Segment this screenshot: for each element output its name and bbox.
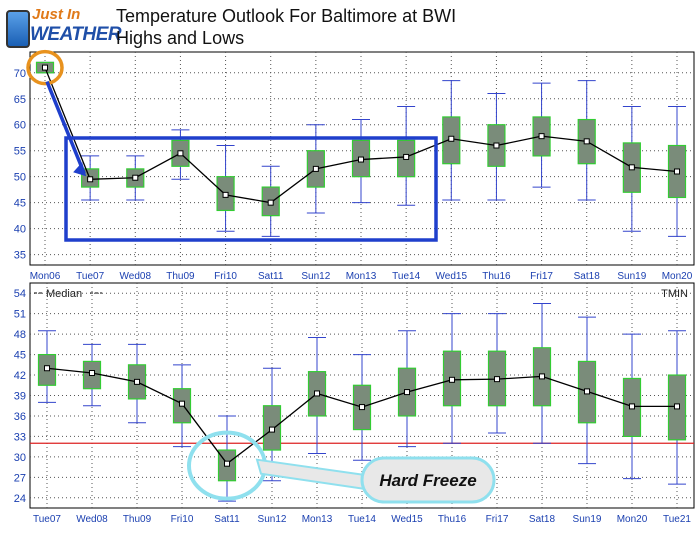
y-tick-label: 27 (14, 472, 26, 484)
x-tick-label: Thu16 (482, 271, 511, 282)
median-point (493, 142, 500, 149)
panel-lows: 24 27 30 33 36 39 42 45 48 51 54 Tue07 Wed08 Thu09 Fri… (14, 282, 695, 525)
median-point (314, 390, 320, 397)
median-point (403, 153, 410, 160)
y-tick-label: 45 (14, 198, 26, 210)
median-point (44, 365, 50, 372)
median-point (539, 373, 545, 380)
y-tick-label: 30 (14, 452, 26, 464)
x-tick-label: Tue07 (76, 271, 104, 282)
x-tick-label: Mon20 (617, 514, 648, 525)
x-tick-label: Fri10 (171, 514, 194, 525)
x-tick-label: Mon20 (662, 271, 693, 282)
phone-icon (6, 10, 30, 48)
x-tick-label: Sun12 (301, 271, 330, 282)
y-tick-label: 51 (14, 309, 26, 321)
orange-highlight-circle (26, 49, 64, 86)
highlight-box (64, 136, 438, 242)
y-tick-label: 60 (14, 120, 26, 132)
x-tick-label: Tue14 (348, 514, 376, 525)
x-tick-label: Thu09 (123, 514, 152, 525)
median-point (224, 460, 230, 467)
x-tick-label: Wed08 (76, 514, 108, 525)
x-tick-label: Tue21 (663, 514, 691, 525)
panel-highs: 35 40 45 50 55 60 65 70 Mon06 Tue07 Wed08 Thu09 Fri1… (14, 51, 695, 282)
logo-line-2: WEATHER (30, 24, 122, 45)
x-tick-label: Tue14 (392, 271, 420, 282)
panel-frame (29, 51, 695, 266)
x-tick-label: Sun19 (573, 514, 602, 525)
x-tick-label: Thu16 (438, 514, 467, 525)
median-point (494, 376, 500, 383)
median-point (132, 174, 139, 181)
x-tick-label: Mon13 (302, 514, 333, 525)
median-point (267, 199, 274, 206)
arrow-shaft (45, 80, 86, 174)
x-tick-label: Thu09 (166, 271, 195, 282)
median-point (583, 138, 590, 145)
x-tick-label: Wed15 (436, 271, 468, 282)
median-point (628, 164, 635, 171)
y-tick-label: 65 (14, 94, 26, 106)
y-tick-label: 55 (14, 146, 26, 158)
median-point (179, 400, 185, 407)
chart-title-line-1: Temperature Outlook For Baltimore at BWI (116, 6, 457, 26)
median-point (358, 156, 364, 163)
chart-title: Temperature Outlook For Baltimore at BWI… (116, 5, 456, 49)
x-tick-label: Mon13 (346, 271, 377, 282)
y-tick-label: 36 (14, 411, 26, 423)
just-in-weather-logo: Just In WEATHER (4, 4, 122, 52)
median-point (89, 370, 95, 376)
median-point (87, 176, 94, 183)
y-tick-label: 54 (14, 288, 26, 300)
callout-pointer (255, 458, 373, 492)
y-tick-label: 39 (14, 391, 26, 403)
median-point (269, 426, 275, 433)
y-tick-label: 35 (14, 250, 26, 262)
median-point (359, 404, 365, 411)
median-point (222, 191, 229, 198)
x-tick-label: Sat11 (258, 271, 284, 282)
x-tick-label: Sat18 (574, 271, 601, 282)
arrow-head (73, 162, 87, 177)
x-tick-label: Wed08 (120, 271, 152, 282)
median-point (674, 168, 680, 175)
y-tick-label: 42 (14, 370, 26, 382)
y-tick-label: 45 (14, 350, 26, 362)
legend-median-label: Median (46, 288, 82, 300)
x-tick-label: Wed15 (391, 514, 423, 525)
x-tick-label: Sat18 (529, 514, 556, 525)
series-label-tmin: TMIN (661, 288, 688, 300)
x-tick-label: Tue07 (33, 514, 61, 525)
y-tick-label: 33 (14, 431, 26, 443)
x-tick-label: Fri17 (530, 271, 553, 282)
median-point (404, 389, 410, 396)
median-point (629, 403, 635, 410)
x-tick-label: Sun12 (258, 514, 287, 525)
x-tick-label: Sat11 (214, 514, 240, 525)
y-tick-label: 40 (14, 224, 26, 236)
hard-freeze-label: Hard Freeze (379, 471, 476, 490)
chart-title-line-2: Highs and Lows (116, 28, 245, 48)
median-point (448, 135, 455, 142)
hard-freeze-callout (360, 456, 496, 504)
x-tick-label: Sun19 (617, 271, 646, 282)
median-point (134, 378, 140, 385)
x-tick-label: Fri17 (486, 514, 509, 525)
y-tick-label: 24 (14, 493, 26, 505)
median-point (674, 403, 680, 410)
logo-line-1: Just In (32, 6, 81, 23)
y-tick-label: 48 (14, 329, 26, 341)
x-tick-label: Fri10 (214, 271, 237, 282)
median-point (42, 64, 48, 71)
y-tick-label: 50 (14, 172, 26, 184)
median-point (449, 376, 455, 383)
median-point (584, 388, 590, 395)
y-tick-label: 70 (14, 68, 26, 80)
median-point (538, 133, 545, 140)
x-tick-label: Mon06 (30, 271, 61, 282)
median-point (312, 165, 319, 172)
median-point (177, 150, 184, 157)
